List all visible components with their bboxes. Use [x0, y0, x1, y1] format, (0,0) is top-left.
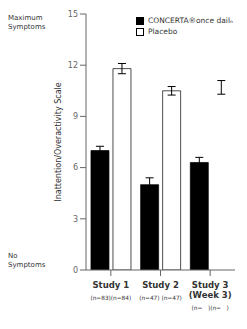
svg-text:12: 12	[68, 61, 78, 70]
svg-text:Study 3: Study 3	[192, 280, 229, 290]
svg-text:(Week 3): (Week 3)	[189, 290, 232, 300]
svg-text:(n= )(n= ): (n= )(n= )	[192, 305, 229, 311]
svg-text:Inattention/Overactivity Scale: Inattention/Overactivity Scale	[54, 82, 63, 201]
svg-text:15: 15	[68, 10, 78, 19]
svg-text:9: 9	[73, 112, 78, 121]
svg-text:3: 3	[73, 215, 78, 224]
svg-text:(n=83)(n=84): (n=83)(n=84)	[90, 295, 131, 301]
svg-text:Study 1: Study 1	[92, 280, 129, 290]
svg-text:(n=47) (n=47): (n=47) (n=47)	[139, 295, 182, 301]
svg-text:Study 2: Study 2	[142, 280, 179, 290]
html-text:Maximum Symptoms: Maximum Symptoms	[8, 14, 46, 31]
html-text:No Symptoms: No Symptoms	[8, 252, 46, 269]
svg-text:0: 0	[73, 266, 78, 275]
svg-text:6: 6	[73, 163, 78, 172]
html-text:Placebo: Placebo	[148, 27, 178, 36]
html-text:CONCERTA®once dailₙ: CONCERTA®once dailₙ	[148, 16, 233, 25]
